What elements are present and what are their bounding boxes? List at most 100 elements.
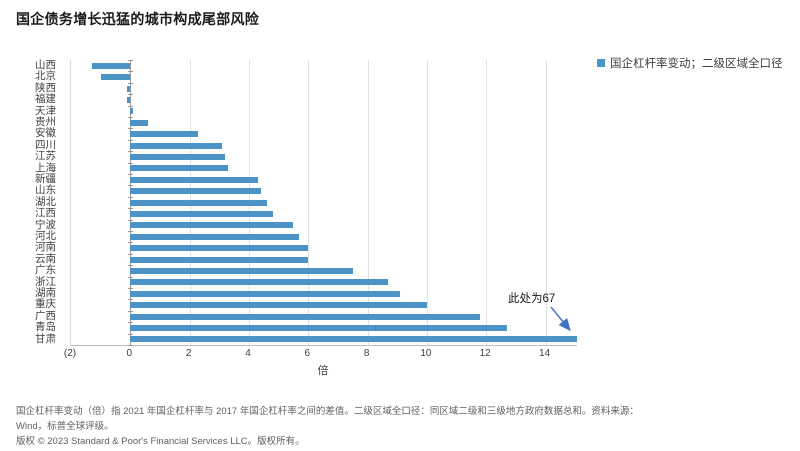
bar-浙江 — [130, 279, 389, 286]
category-axis-tick — [128, 231, 134, 232]
y-tick-label-陕西: 陕西 — [35, 81, 56, 94]
bar-江苏 — [130, 153, 226, 160]
category-axis-tick — [128, 322, 134, 324]
bar-天津 — [130, 108, 134, 115]
bar-河南 — [130, 245, 309, 252]
bar-北京 — [100, 74, 131, 81]
gridline — [486, 60, 488, 345]
category-axis-tick — [128, 333, 134, 335]
category-axis-tick — [128, 117, 134, 118]
x-tick-label-4: 4 — [245, 348, 251, 359]
x-tick-label-0: 0 — [126, 348, 133, 359]
x-tick-label-8: 8 — [363, 348, 370, 359]
bar-广西 — [130, 313, 481, 320]
y-tick-label-四川: 四川 — [35, 138, 56, 151]
bar-湖北 — [130, 199, 267, 206]
category-axis-tick — [128, 345, 134, 346]
category-axis-tick — [128, 185, 134, 187]
y-tick-label-云南: 云南 — [35, 252, 56, 265]
x-tick-label-2: 2 — [185, 348, 192, 359]
category-axis-tick — [128, 196, 134, 198]
y-tick-label-河南: 河南 — [35, 241, 56, 254]
y-tick-label-浙江: 浙江 — [35, 275, 56, 288]
y-tick-label-天津: 天津 — [35, 104, 56, 117]
category-axis-tick — [128, 151, 134, 153]
category-axis-tick — [128, 139, 134, 141]
y-tick-label-江西: 江西 — [35, 207, 56, 220]
category-axis-tick — [128, 276, 134, 278]
x-tick-label-6: 6 — [304, 348, 311, 359]
bar-湖南 — [130, 290, 401, 297]
y-tick-label-河北: 河北 — [35, 230, 56, 242]
y-tick-label-福建: 福建 — [35, 93, 56, 106]
gridline — [367, 60, 369, 345]
bar-河北 — [130, 233, 300, 240]
bar-安徽 — [130, 131, 199, 138]
y-tick-label-贵州: 贵州 — [35, 116, 56, 128]
y-tick-label-山东: 山东 — [35, 184, 56, 197]
category-axis-tick — [128, 310, 134, 312]
footnote-line-2: Wind，标普全球评级。 — [16, 421, 114, 432]
bar-山东 — [130, 188, 261, 195]
category-axis-tick — [128, 105, 134, 107]
category-axis-tick — [128, 242, 134, 244]
y-tick-label-广东: 广东 — [35, 264, 56, 277]
x-tick-label-12: 12 — [479, 348, 491, 359]
bar-山西 — [91, 62, 131, 69]
bar-上海 — [130, 165, 229, 172]
category-axis-tick — [128, 128, 134, 130]
y-tick-label-甘肃: 甘肃 — [35, 332, 56, 345]
y-tick-label-安徽: 安徽 — [35, 127, 56, 140]
category-axis-tick — [128, 174, 134, 175]
y-tick-label-山西: 山西 — [35, 59, 56, 71]
category-axis-tick — [128, 219, 134, 221]
bar-陕西 — [127, 85, 131, 92]
category-axis-tick — [128, 60, 134, 61]
y-tick-label-新疆: 新疆 — [35, 173, 56, 185]
y-tick-label-青岛: 青岛 — [35, 321, 56, 334]
category-axis-tick — [128, 162, 134, 164]
category-axis-tick — [128, 82, 134, 84]
bar-贵州 — [130, 119, 149, 126]
category-axis-tick — [128, 265, 134, 267]
chart-title: 国企债务增长迅猛的城市构成尾部风险 — [16, 11, 260, 27]
category-axis-tick — [128, 299, 134, 301]
legend-marker-icon — [597, 59, 605, 67]
gridline — [545, 60, 547, 345]
bar-云南 — [130, 256, 309, 263]
y-axis-labels: 山西 北京 陕西 福建 天津 贵州 安徽 四川 江苏 上海 新疆 山东 湖北 江西 宁波 河北 河南 云南 广东 浙江… — [0, 59, 56, 345]
bar-福建 — [127, 96, 131, 103]
y-tick-label-宁波: 宁波 — [35, 218, 56, 231]
y-tick-label-上海: 上海 — [35, 161, 56, 174]
bar-青岛 — [130, 324, 507, 331]
bar-广东 — [130, 267, 353, 274]
y-tick-label-广西: 广西 — [35, 309, 56, 322]
bar-新疆 — [130, 176, 258, 183]
bar-宁波 — [130, 222, 294, 229]
category-axis-tick — [128, 288, 134, 289]
copyright-text: 版权 © 2023 Standard & Poor's Financial Se… — [16, 436, 305, 447]
bar-江西 — [130, 210, 273, 217]
x-tick-label-10: 10 — [420, 348, 432, 359]
x-axis-tick-labels: (2) 0 2 4 6 8 10 12 14 — [0, 348, 800, 362]
x-axis-title: 倍 — [317, 365, 329, 377]
bar-四川 — [130, 142, 223, 149]
y-tick-label-北京: 北京 — [35, 70, 56, 83]
x-tick-label-(2): (2) — [63, 348, 77, 359]
y-tick-label-重庆: 重庆 — [35, 298, 56, 311]
bar-甘肃 — [130, 336, 577, 343]
legend: 国企杠杆率变动；二级区域全口径 — [597, 55, 783, 71]
legend-label: 国企杠杆率变动；二级区域全口径 — [610, 58, 783, 70]
y-tick-label-江苏: 江苏 — [35, 150, 56, 163]
footnote-line-1: 国企杠杆率变动（倍）指 2021 年国企杠杆率与 2017 年国企杠杆率之间的差… — [16, 406, 639, 417]
x-tick-label-14: 14 — [539, 348, 551, 359]
plot-area — [70, 60, 577, 346]
category-axis-tick — [128, 94, 134, 96]
y-tick-label-湖南: 湖南 — [35, 287, 56, 299]
gridline — [426, 60, 428, 345]
gridline — [308, 60, 310, 345]
bar-重庆 — [130, 302, 427, 309]
category-axis-tick — [128, 253, 134, 255]
y-tick-label-湖北: 湖北 — [35, 195, 56, 208]
